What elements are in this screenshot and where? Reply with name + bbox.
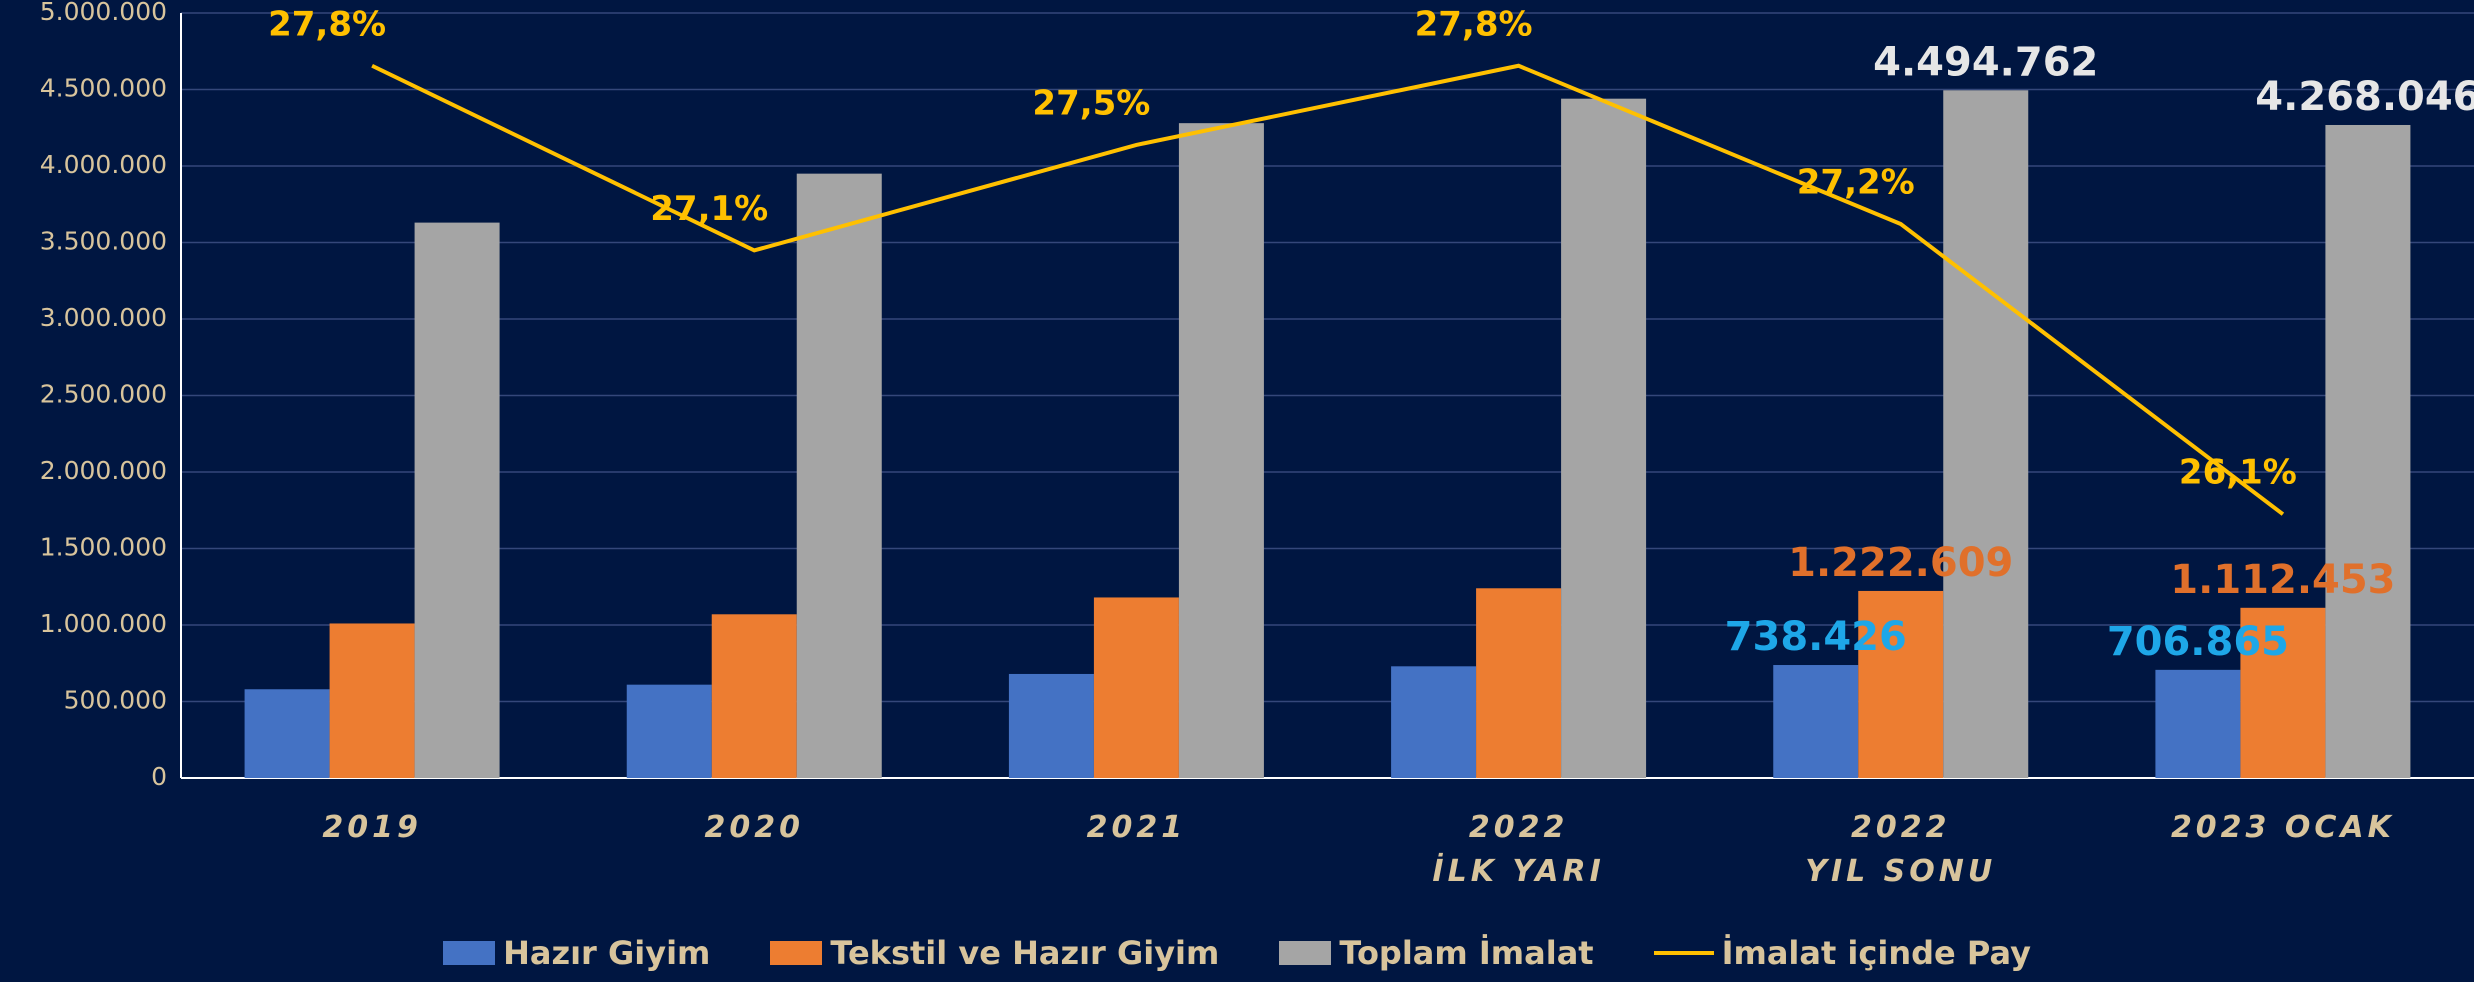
y-tick-label: 2.500.000 xyxy=(40,380,167,409)
bar xyxy=(244,689,330,778)
y-tick-label: 0 xyxy=(151,762,167,791)
legend-label: İmalat içinde Pay xyxy=(1721,934,2031,972)
x-tick-label: 2019 xyxy=(322,810,422,845)
legend-item: Hazır Giyim xyxy=(443,934,710,972)
legend-swatch xyxy=(1279,941,1332,965)
legend-label: Tekstil ve Hazır Giyim xyxy=(830,934,1220,972)
line-value-label: 27,8% xyxy=(1415,4,1533,44)
legend-swatch xyxy=(770,941,823,965)
bar xyxy=(1858,590,1944,778)
line-value-label: 27,5% xyxy=(1032,83,1150,123)
line-value-label: 27,2% xyxy=(1797,163,1915,203)
bar xyxy=(2240,607,2326,778)
bar xyxy=(1093,597,1179,778)
bar xyxy=(626,684,712,778)
bar xyxy=(1008,673,1094,778)
bar xyxy=(1391,666,1477,778)
y-tick-label: 1.000.000 xyxy=(40,609,167,638)
y-tick-label: 500.000 xyxy=(64,686,167,715)
bar xyxy=(1773,665,1859,778)
line-value-label: 26,1% xyxy=(2179,453,2297,493)
y-tick-label: 2.000.000 xyxy=(40,456,167,485)
y-tick-label: 4.500.000 xyxy=(40,74,167,103)
bar xyxy=(2155,669,2241,778)
legend-item: İmalat içinde Pay xyxy=(1653,934,2031,972)
chart: 0 500.000 1.000.000 1.500.000 2.000.000 2.500… xyxy=(40,0,2474,791)
legend-item: Tekstil ve Hazır Giyim xyxy=(770,934,1219,972)
x-tick-label: 2021 xyxy=(1086,810,1187,845)
bar xyxy=(796,173,882,778)
y-tick-label: 3.500.000 xyxy=(40,227,167,256)
x-tick-label: 2022 İLK YARI xyxy=(1432,810,1605,889)
line-value-label: 27,1% xyxy=(650,189,768,229)
legend-swatch xyxy=(1653,951,1714,955)
legend-item: Toplam İmalat xyxy=(1279,934,1594,972)
bar xyxy=(414,222,500,779)
bar-value-label: 4.268.046 xyxy=(2255,74,2474,120)
bar xyxy=(329,623,415,778)
x-tick-label: 2022 YIL SONU xyxy=(1805,810,1997,889)
y-tick-label: 4.000.000 xyxy=(40,150,167,179)
bar-value-label: 706.865 xyxy=(2107,619,2289,665)
legend-label: Hazır Giyim xyxy=(503,934,711,972)
line-value-label: 27,8% xyxy=(268,4,386,44)
y-tick-label: 5.000.000 xyxy=(40,0,167,26)
bar-value-label: 738.426 xyxy=(1725,614,1907,660)
y-tick-label: 1.500.000 xyxy=(40,533,167,562)
bar xyxy=(1476,588,1562,778)
legend-swatch xyxy=(443,941,496,965)
bar xyxy=(1943,90,2029,779)
legend: Hazır Giyim Tekstil ve Hazır Giyim Toplam … xyxy=(0,934,2474,972)
x-tick-label: 2020 xyxy=(704,810,804,845)
bar xyxy=(2325,124,2411,779)
line xyxy=(371,63,2285,516)
bar xyxy=(1178,123,1264,778)
bar xyxy=(1561,98,1647,779)
bar-value-label: 1.112.453 xyxy=(2170,557,2395,603)
bar xyxy=(711,614,797,778)
x-tick-label: 2023 OCAK xyxy=(2170,810,2395,845)
legend-label: Toplam İmalat xyxy=(1339,934,1594,972)
bar-value-label: 1.222.609 xyxy=(1788,540,2013,586)
y-tick-label: 3.000.000 xyxy=(40,303,167,332)
bar-value-label: 4.494.762 xyxy=(1873,39,2098,85)
